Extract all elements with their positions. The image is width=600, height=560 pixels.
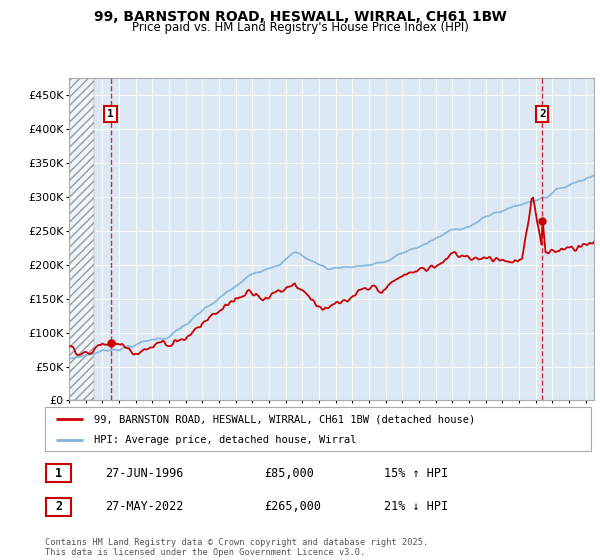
Bar <box>69 78 94 400</box>
Bar <box>69 78 94 400</box>
Text: 1: 1 <box>107 109 114 119</box>
Text: £85,000: £85,000 <box>264 466 314 480</box>
Point <box>106 338 115 347</box>
Text: 99, BARNSTON ROAD, HESWALL, WIRRAL, CH61 1BW (detached house): 99, BARNSTON ROAD, HESWALL, WIRRAL, CH61… <box>94 414 475 424</box>
Text: £265,000: £265,000 <box>264 500 321 514</box>
Text: 21% ↓ HPI: 21% ↓ HPI <box>384 500 448 514</box>
FancyBboxPatch shape <box>46 464 71 482</box>
FancyBboxPatch shape <box>46 498 71 516</box>
FancyBboxPatch shape <box>45 407 591 451</box>
Text: 27-MAY-2022: 27-MAY-2022 <box>105 500 184 514</box>
Text: HPI: Average price, detached house, Wirral: HPI: Average price, detached house, Wirr… <box>94 435 356 445</box>
Text: Contains HM Land Registry data © Crown copyright and database right 2025.
This d: Contains HM Land Registry data © Crown c… <box>45 538 428 557</box>
Text: 2: 2 <box>539 109 546 119</box>
Text: 27-JUN-1996: 27-JUN-1996 <box>105 466 184 480</box>
Text: 2: 2 <box>55 500 62 514</box>
Text: 1: 1 <box>55 466 62 480</box>
Text: Price paid vs. HM Land Registry's House Price Index (HPI): Price paid vs. HM Land Registry's House … <box>131 21 469 34</box>
Text: 15% ↑ HPI: 15% ↑ HPI <box>384 466 448 480</box>
Point <box>538 216 547 225</box>
Text: 99, BARNSTON ROAD, HESWALL, WIRRAL, CH61 1BW: 99, BARNSTON ROAD, HESWALL, WIRRAL, CH61… <box>94 10 506 24</box>
